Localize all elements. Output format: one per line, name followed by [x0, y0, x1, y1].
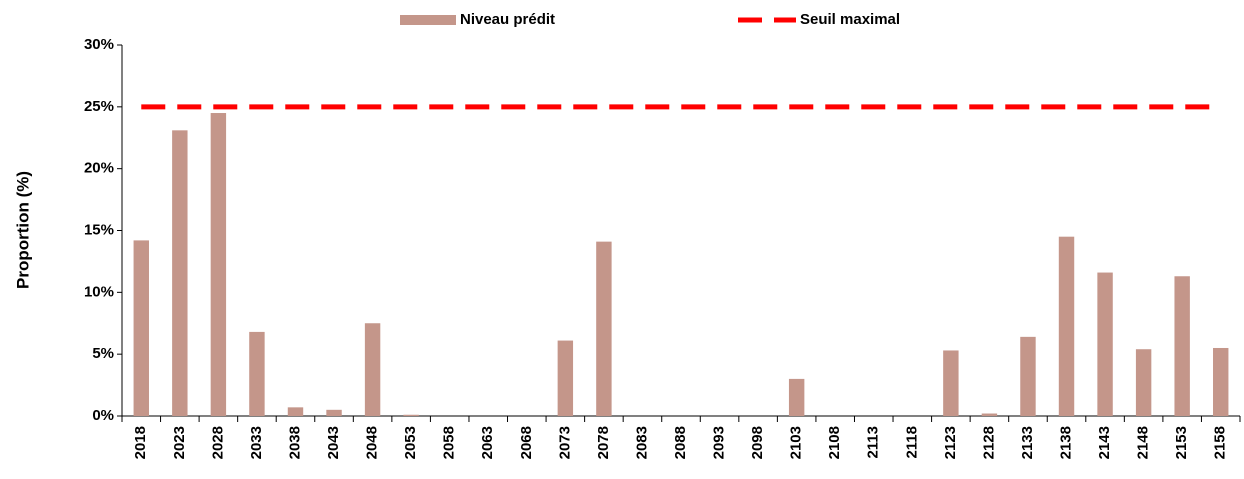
- x-tick-label: 2108: [826, 426, 843, 459]
- bar: [326, 409, 342, 416]
- y-tick-label: 5%: [92, 345, 114, 362]
- bar: [943, 350, 959, 416]
- x-tick-label: 2123: [942, 426, 959, 459]
- bar: [1135, 349, 1152, 416]
- bar: [557, 340, 574, 416]
- bar: [1213, 347, 1229, 416]
- y-tick-label: 25%: [84, 98, 114, 115]
- x-tick-label: 2143: [1096, 426, 1113, 459]
- y-axis-label: Proportion (%): [13, 171, 32, 289]
- x-tick-label: 2093: [711, 426, 728, 459]
- bar: [596, 241, 612, 416]
- x-tick-label: 2153: [1173, 426, 1190, 459]
- bar: [1058, 236, 1075, 416]
- x-tick-label: 2073: [556, 426, 573, 459]
- x-tick-label: 2028: [209, 426, 226, 459]
- bar: [788, 378, 805, 416]
- y-tick-label: 30%: [84, 36, 114, 53]
- bar: [287, 407, 304, 416]
- bar: [1174, 276, 1190, 416]
- bar: [1097, 272, 1113, 416]
- legend-label: Niveau prédit: [460, 11, 555, 28]
- x-tick-label: 2138: [1057, 426, 1074, 459]
- x-tick-label: 2058: [441, 426, 458, 459]
- x-tick-label: 2068: [518, 426, 535, 459]
- x-tick-label: 2053: [402, 426, 419, 459]
- x-tick-label: 2128: [980, 426, 997, 459]
- y-tick-label: 10%: [84, 283, 114, 300]
- x-tick-label: 2098: [749, 426, 766, 459]
- x-tick-label: 2148: [1135, 426, 1152, 459]
- bar: [210, 113, 227, 417]
- x-tick-label: 2083: [633, 426, 650, 459]
- bar: [981, 413, 998, 416]
- x-tick-label: 2078: [595, 426, 612, 459]
- x-tick-label: 2023: [171, 426, 188, 459]
- x-tick-label: 2103: [788, 426, 805, 459]
- y-tick-label: 0%: [92, 407, 114, 424]
- x-tick-label: 2133: [1019, 426, 1036, 459]
- x-tick-label: 2118: [903, 426, 920, 459]
- y-tick-label: 15%: [84, 221, 114, 238]
- x-tick-label: 2088: [672, 426, 689, 459]
- bar: [133, 240, 149, 416]
- bar: [364, 323, 381, 416]
- legend-label: Seuil maximal: [800, 11, 900, 28]
- x-tick-label: 2063: [479, 426, 496, 459]
- x-tick-label: 2113: [865, 426, 882, 459]
- bar: [403, 414, 419, 416]
- x-tick-label: 2038: [286, 426, 303, 459]
- bar: [172, 130, 188, 416]
- y-tick-label: 20%: [84, 160, 114, 177]
- x-tick-label: 2158: [1212, 426, 1229, 459]
- x-tick-label: 2043: [325, 426, 342, 459]
- bar: [1020, 336, 1036, 416]
- bar: [249, 331, 265, 416]
- x-tick-label: 2048: [364, 426, 381, 459]
- x-tick-label: 2033: [248, 426, 265, 459]
- x-tick-label: 2018: [132, 426, 149, 459]
- legend-swatch: [400, 15, 456, 25]
